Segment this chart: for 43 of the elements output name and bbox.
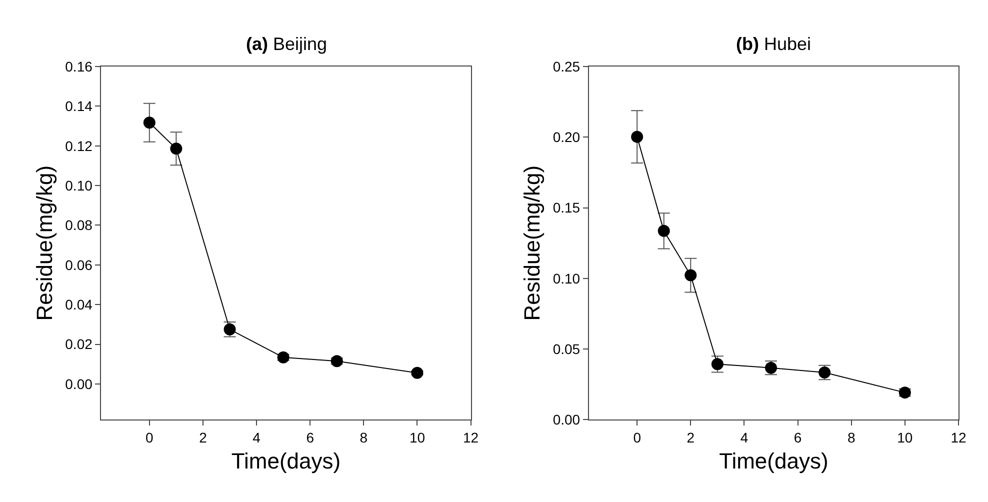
y-axis-title: Residue(mg/kg) xyxy=(32,165,57,321)
x-axis-title: Time(days) xyxy=(231,448,341,474)
y-tick-label: 0.02 xyxy=(65,336,93,352)
point xyxy=(330,355,343,368)
y-tick-label: 0.25 xyxy=(552,58,580,74)
y-tick-label: 0.10 xyxy=(552,270,580,286)
x-tick-label: 12 xyxy=(950,429,966,446)
y-axis-title: Residue(mg/kg) xyxy=(520,165,545,321)
point xyxy=(170,142,182,155)
x-tick-label: 8 xyxy=(360,429,368,446)
x-tick-label: 0 xyxy=(146,429,154,446)
point xyxy=(684,269,697,282)
y-tick-label: 0.14 xyxy=(65,98,93,114)
x-tick-label: 2 xyxy=(686,429,695,446)
y-tick-label: 0.12 xyxy=(65,138,93,154)
point xyxy=(631,130,644,143)
x-tick-label: 10 xyxy=(409,429,426,446)
x-tick-label: 4 xyxy=(252,429,261,446)
chart-title: (a) Beijing xyxy=(246,34,328,54)
x-tick-label: 6 xyxy=(306,429,314,446)
point xyxy=(658,224,670,237)
y-tick-label: 0.16 xyxy=(65,58,93,74)
y-tick-label: 0.04 xyxy=(65,296,93,312)
y-tick-label: 0.06 xyxy=(65,256,93,273)
x-tick-label: 12 xyxy=(463,429,479,446)
x-tick-label: 10 xyxy=(897,429,913,446)
x-tick-label: 8 xyxy=(847,429,856,446)
y-tick-label: 0.00 xyxy=(65,376,93,392)
x-axis-title: Time(days) xyxy=(719,448,828,474)
x-tick-label: 4 xyxy=(740,429,748,446)
point xyxy=(277,351,290,364)
point xyxy=(411,366,424,379)
x-tick-label: 2 xyxy=(199,429,208,446)
point xyxy=(143,116,156,129)
y-tick-label: 0.15 xyxy=(552,200,580,216)
y-tick-label: 0.10 xyxy=(65,177,93,194)
y-tick-label: 0.08 xyxy=(65,217,93,234)
y-tick-label: 0.05 xyxy=(552,340,580,357)
x-tick-label: 6 xyxy=(794,429,802,446)
x-tick-label: 0 xyxy=(633,429,642,446)
y-tick-label: 0.20 xyxy=(552,129,580,146)
y-tick-label: 0.00 xyxy=(552,412,580,428)
chart-title: (b) Hubei xyxy=(736,34,812,54)
